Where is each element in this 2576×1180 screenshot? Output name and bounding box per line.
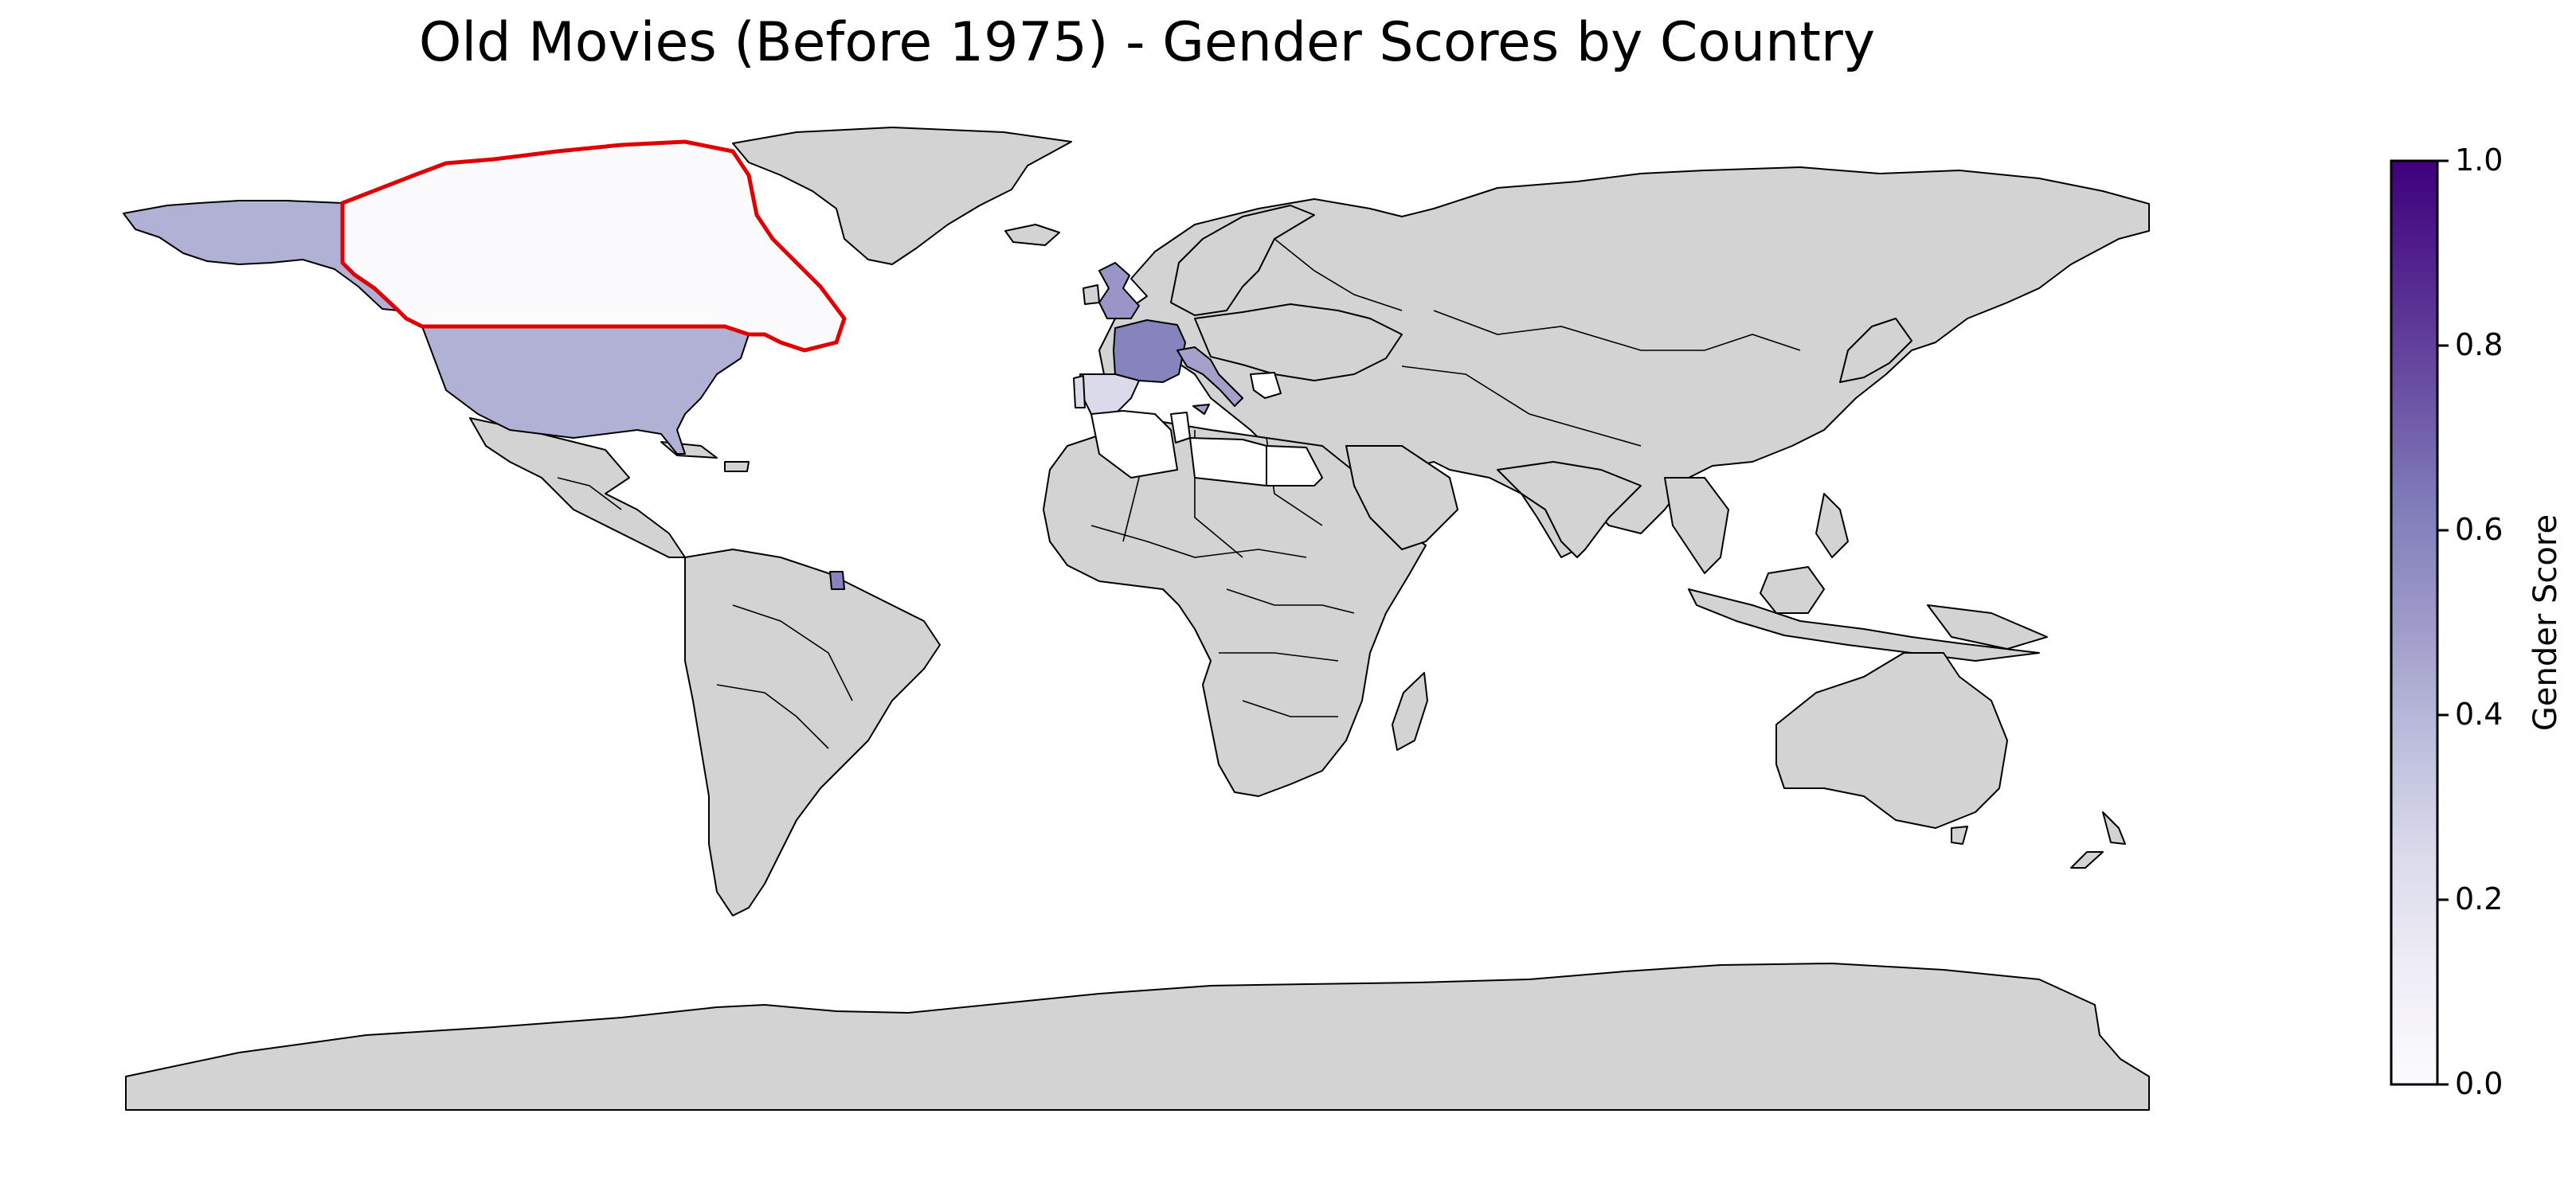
philippines: [1815, 493, 1849, 558]
india: [1497, 461, 1642, 558]
colorbar-tick-label: 1.0: [2455, 143, 2504, 178]
australia: [1775, 652, 2008, 829]
new-zealand: [2070, 811, 2126, 869]
country-borders: [557, 238, 1801, 749]
country-french-guiana[interactable]: [829, 571, 845, 590]
country-usa[interactable]: [421, 326, 750, 455]
country-ireland: [1082, 284, 1100, 305]
colorbar-gradient: [2390, 159, 2439, 1086]
southeast-asia: [1664, 477, 1729, 574]
japan: [1839, 318, 1912, 383]
colorbar-label: Gender Score: [2527, 514, 2564, 732]
country-portugal[interactable]: [1073, 375, 1086, 408]
country-egypt[interactable]: [1266, 445, 1323, 486]
canada-highlight-outline: [340, 139, 847, 353]
scandinavia: [1170, 205, 1315, 316]
colorbar-tick-label: 0.6: [2455, 512, 2504, 547]
antarctica: [125, 963, 2150, 1111]
country-alaska[interactable]: [123, 200, 399, 311]
iceland: [1004, 224, 1060, 246]
africa: [1043, 421, 1427, 797]
arabia: [1345, 445, 1458, 550]
hispaniola: [724, 461, 750, 472]
colorbar-ticks: [2437, 159, 2449, 1086]
indonesia: [1688, 588, 2040, 662]
country-france[interactable]: [1113, 319, 1186, 383]
map-title: Old Movies (Before 1975) - Gender Scores…: [418, 11, 1876, 74]
country-libya[interactable]: [1189, 437, 1267, 486]
greenland: [732, 127, 1072, 265]
colorbar-tick-label: 0.0: [2455, 1066, 2504, 1101]
colorbar-tick-label: 0.2: [2455, 881, 2504, 916]
central-europe: [1194, 303, 1403, 381]
country-spain[interactable]: [1079, 373, 1140, 415]
country-italy[interactable]: [1176, 346, 1243, 415]
colorbar-tick-label: 0.4: [2455, 697, 2504, 732]
tasmania: [1951, 826, 1968, 845]
country-united-kingdom[interactable]: [1098, 262, 1140, 319]
colorbar-tick-label: 0.8: [2455, 327, 2504, 362]
country-greece[interactable]: [1250, 372, 1282, 399]
base-land: [125, 127, 2150, 1111]
new-guinea: [1927, 604, 2048, 650]
borneo: [1760, 566, 1825, 614]
madagascar: [1392, 672, 1428, 751]
country-algeria[interactable]: [1090, 410, 1178, 479]
colorbar: [2390, 159, 2449, 1086]
mexico-central-america: [469, 417, 686, 558]
